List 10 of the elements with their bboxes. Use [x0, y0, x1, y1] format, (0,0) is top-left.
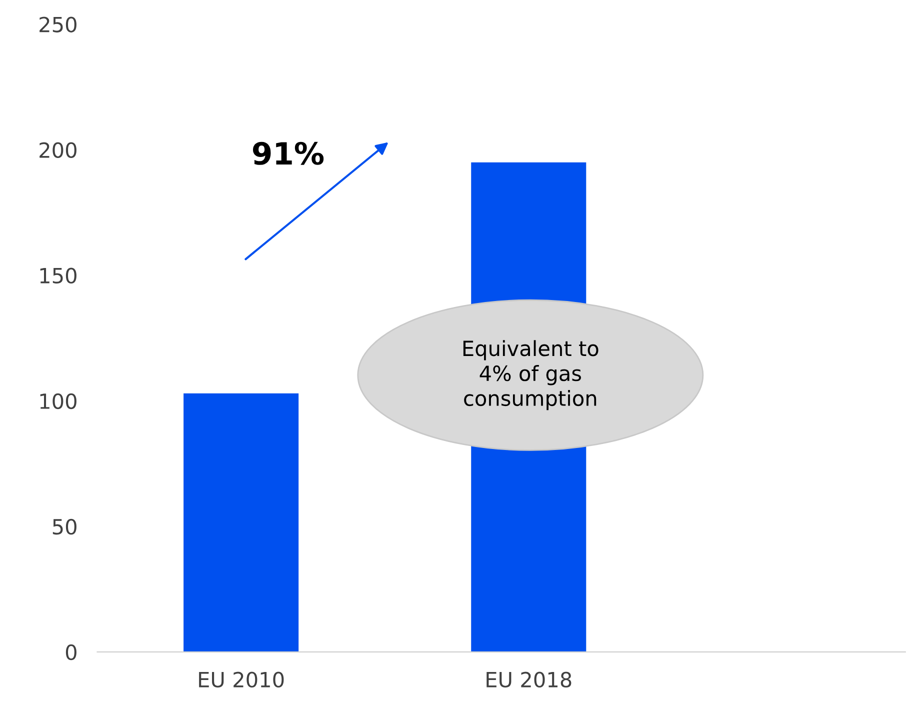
- y-tick-label: 0: [66, 644, 76, 660]
- y-tick-label: 50: [52, 518, 76, 535]
- y-tick-label: 150: [40, 268, 76, 284]
- annotation: Equivalent to 4% of gas consumption: [463, 340, 598, 410]
- x-tick-label: EU 2018: [486, 672, 572, 688]
- y-tick-label: 250: [40, 16, 76, 32]
- y-tick-label: 200: [40, 142, 76, 158]
- annotation: 91%: [252, 142, 324, 165]
- x-tick-label: EU 2010: [199, 672, 284, 688]
- y-tick-label: 100: [40, 393, 76, 410]
